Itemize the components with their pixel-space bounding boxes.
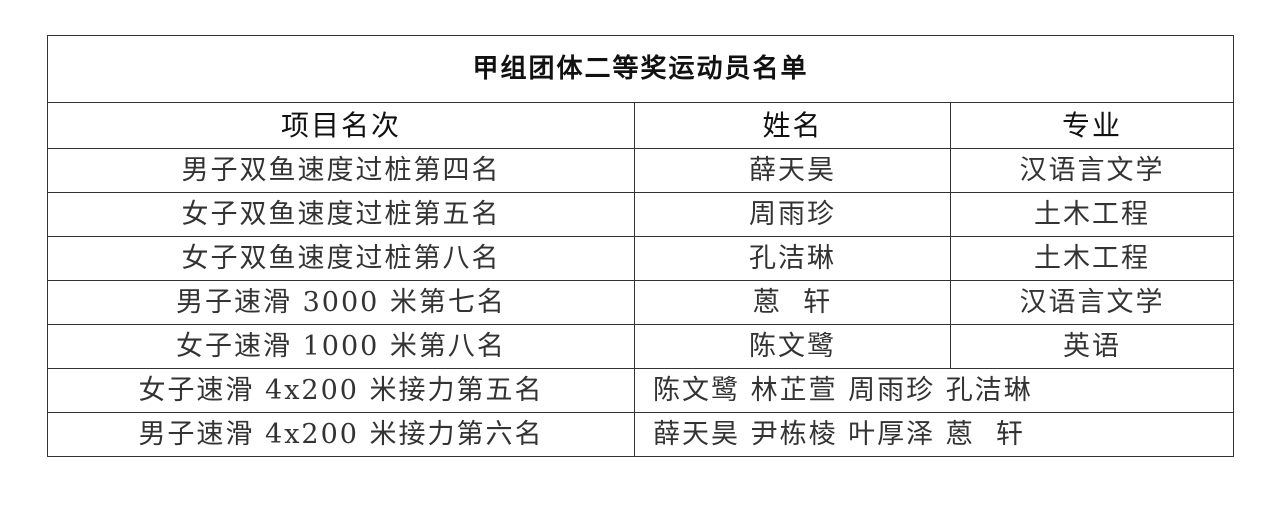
- names-cell: 薛天昊 尹栋棱 叶厚泽 蒽 轩: [634, 412, 1234, 457]
- name-cell: 孔洁琳: [634, 236, 951, 281]
- award-table: 甲组团体二等奖运动员名单 项目名次 姓名 专业 男子双鱼速度过桩第四名 薛天昊 …: [47, 35, 1234, 457]
- header-name: 姓名: [634, 102, 951, 149]
- header-row: 项目名次 姓名 专业: [47, 102, 1234, 149]
- major-cell: 英语: [950, 324, 1234, 369]
- event-cell: 女子双鱼速度过桩第五名: [47, 192, 635, 237]
- major-cell: 汉语言文学: [950, 148, 1234, 193]
- header-event: 项目名次: [47, 102, 635, 149]
- major-cell: 土木工程: [950, 236, 1234, 281]
- table-row: 男子速滑 3000 米第七名 蒽 轩 汉语言文学: [47, 280, 1234, 325]
- relay-row: 女子速滑 4x200 米接力第五名 陈文鹭 林芷萱 周雨珍 孔洁琳: [47, 368, 1234, 413]
- name-cell: 周雨珍: [634, 192, 951, 237]
- event-cell: 女子双鱼速度过桩第八名: [47, 236, 635, 281]
- name-cell: 薛天昊: [634, 148, 951, 193]
- name-cell: 蒽 轩: [634, 280, 951, 325]
- event-cell: 男子速滑 3000 米第七名: [47, 280, 635, 325]
- names-cell: 陈文鹭 林芷萱 周雨珍 孔洁琳: [634, 368, 1234, 413]
- event-cell: 女子速滑 1000 米第八名: [47, 324, 635, 369]
- event-cell: 男子双鱼速度过桩第四名: [47, 148, 635, 193]
- table-row: 女子双鱼速度过桩第五名 周雨珍 土木工程: [47, 192, 1234, 237]
- major-cell: 汉语言文学: [950, 280, 1234, 325]
- table-title: 甲组团体二等奖运动员名单: [47, 35, 1234, 103]
- name-cell: 陈文鹭: [634, 324, 951, 369]
- table-row: 男子双鱼速度过桩第四名 薛天昊 汉语言文学: [47, 148, 1234, 193]
- event-cell: 男子速滑 4x200 米接力第六名: [47, 412, 635, 457]
- event-cell: 女子速滑 4x200 米接力第五名: [47, 368, 635, 413]
- relay-row: 男子速滑 4x200 米接力第六名 薛天昊 尹栋棱 叶厚泽 蒽 轩: [47, 412, 1234, 457]
- table-row: 女子双鱼速度过桩第八名 孔洁琳 土木工程: [47, 236, 1234, 281]
- major-cell: 土木工程: [950, 192, 1234, 237]
- header-major: 专业: [950, 102, 1234, 149]
- table-row: 女子速滑 1000 米第八名 陈文鹭 英语: [47, 324, 1234, 369]
